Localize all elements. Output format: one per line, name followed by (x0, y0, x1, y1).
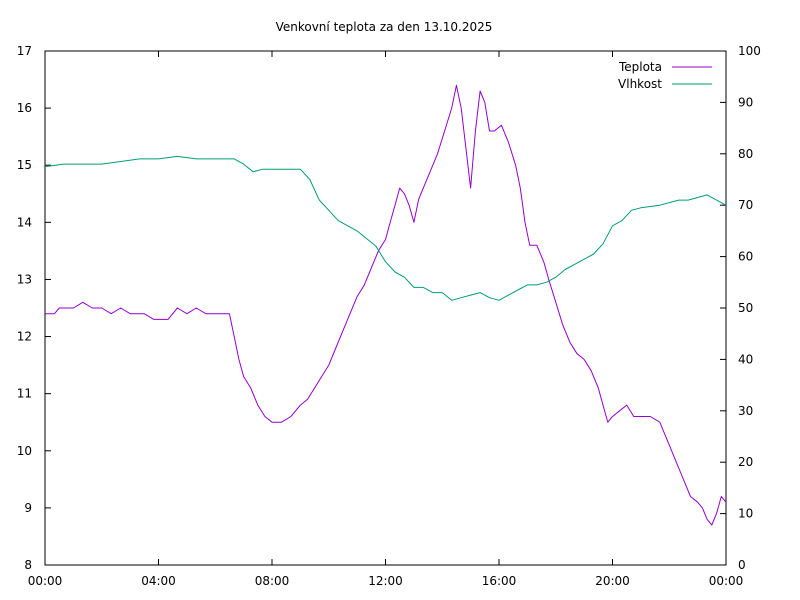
y-right-tick-label: 40 (738, 352, 753, 366)
legend-label-teplota: Teplota (618, 60, 662, 74)
x-tick-label: 08:00 (255, 574, 290, 588)
x-tick-label: 00:00 (28, 574, 63, 588)
y-left-tick-label: 16 (17, 101, 32, 115)
y-right-tick-label: 0 (738, 558, 746, 572)
series-line-teplota (45, 84, 727, 526)
y-axis-right: 0 10 20 30 40 50 60 70 80 90 100 (720, 44, 761, 572)
y-right-tick-label: 100 (738, 44, 761, 58)
x-axis: 00:00 04:00 08:00 12:00 16:00 20:00 00:00 (28, 51, 744, 588)
plot-area-border (44, 50, 727, 566)
legend-label-vlhkost: Vlhkost (618, 77, 662, 91)
y-right-tick-label: 80 (738, 147, 753, 161)
y-left-tick-label: 10 (17, 444, 32, 458)
y-left-tick-label: 14 (17, 215, 32, 229)
y-right-tick-label: 90 (738, 95, 753, 109)
y-right-tick-label: 50 (738, 301, 753, 315)
x-tick-label: 16:00 (482, 574, 517, 588)
x-tick-label: 20:00 (595, 574, 630, 588)
y-right-tick-label: 30 (738, 404, 753, 418)
y-right-tick-label: 60 (738, 250, 753, 264)
y-right-tick-label: 10 (738, 507, 753, 521)
y-left-tick-label: 15 (17, 158, 32, 172)
y-right-tick-label: 20 (738, 455, 753, 469)
x-tick-label: 12:00 (368, 574, 403, 588)
y-axis-left: 8 9 10 11 12 13 14 15 16 17 (17, 44, 51, 572)
y-left-tick-label: 8 (24, 558, 32, 572)
series-line-vlhkost (44, 155, 727, 301)
y-right-tick-label: 70 (738, 198, 753, 212)
y-left-tick-label: 11 (17, 387, 32, 401)
chart-title: Venkovní teplota za den 13.10.2025 (276, 20, 493, 34)
y-left-tick-label: 12 (17, 330, 32, 344)
series-lines (44, 84, 727, 526)
x-tick-label: 00:00 (709, 574, 744, 588)
y-left-tick-label: 13 (17, 272, 32, 286)
y-left-tick-label: 9 (24, 501, 32, 515)
legend: Teplota Vlhkost (618, 60, 712, 91)
x-tick-label: 04:00 (141, 574, 176, 588)
y-left-tick-label: 17 (17, 44, 32, 58)
